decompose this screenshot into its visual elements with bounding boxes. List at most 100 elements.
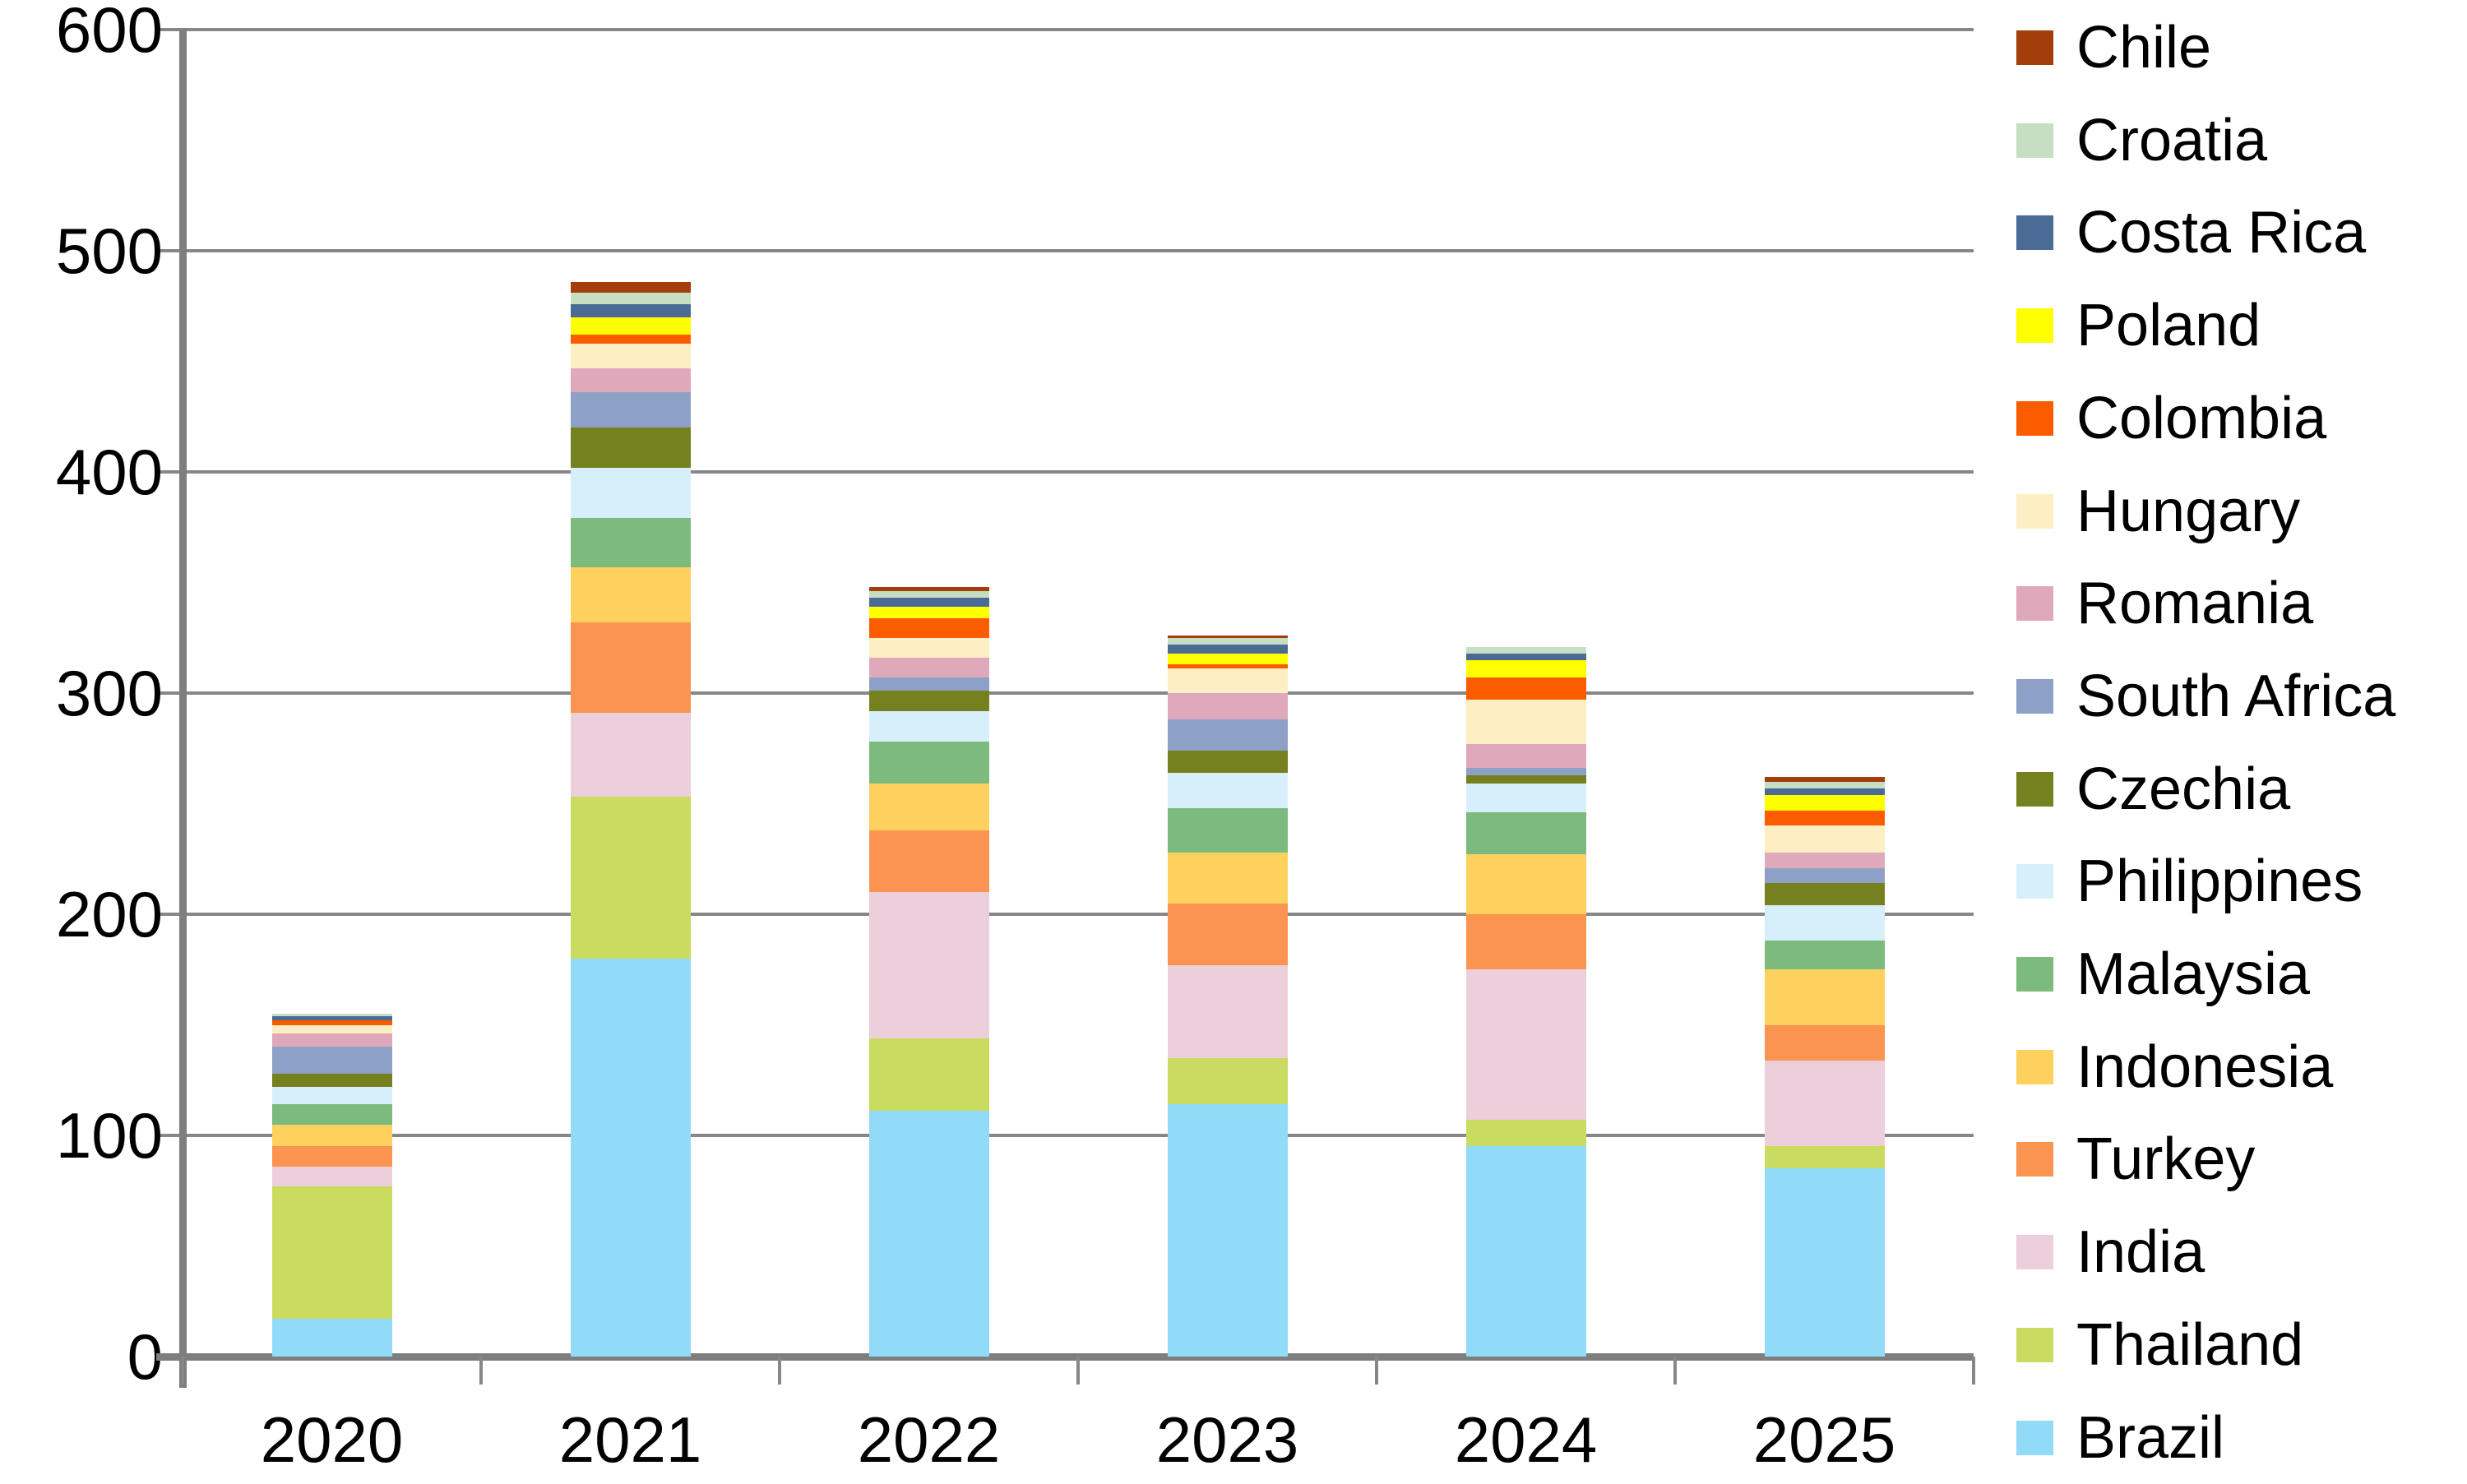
- legend-swatch-romania: [2016, 586, 2053, 621]
- legend-label-south-africa: South Africa: [2076, 663, 2396, 729]
- bar-segment-2020-czechia: [272, 1074, 392, 1087]
- bar-segment-2025-costa-rica: [1765, 788, 1885, 795]
- x-axis-tick-4: [1375, 1357, 1378, 1385]
- x-axis-tick-2: [778, 1357, 781, 1385]
- y-axis-tick-400: [158, 470, 183, 474]
- legend-swatch-turkey: [2016, 1142, 2053, 1177]
- legend-label-india: India: [2076, 1219, 2205, 1285]
- bar-segment-2021-south-africa: [571, 392, 691, 428]
- y-axis-tick-300: [158, 691, 183, 695]
- legend-swatch-colombia: [2016, 401, 2053, 436]
- legend-label-hungary: Hungary: [2076, 478, 2301, 544]
- bar-segment-2023-costa-rica: [1168, 645, 1288, 654]
- bar-segment-2023-colombia: [1168, 664, 1288, 668]
- bar-segment-2022-croatia: [869, 591, 989, 598]
- legend-label-costa-rica: Costa Rica: [2076, 200, 2367, 266]
- y-axis-tick-100: [158, 1134, 183, 1137]
- bar-segment-2021-czechia: [571, 428, 691, 468]
- bar-segment-2025-croatia: [1765, 782, 1885, 788]
- bar-segment-2023-brazil: [1168, 1104, 1288, 1357]
- x-axis-tick-6: [1972, 1357, 1975, 1385]
- x-axis-tick-0: [181, 1357, 184, 1385]
- legend-item-romania: Romania: [2016, 557, 2313, 650]
- bar-segment-2025-south-africa: [1765, 868, 1885, 883]
- bar-segment-2025-brazil: [1765, 1168, 1885, 1357]
- bar-segment-2025-chile: [1765, 777, 1885, 782]
- bar-segment-2020-indonesia: [272, 1125, 392, 1146]
- legend-item-turkey: Turkey: [2016, 1113, 2255, 1205]
- bar-segment-2025-poland: [1765, 795, 1885, 811]
- bar-segment-2020-turkey: [272, 1146, 392, 1167]
- bar-segment-2022-czechia: [869, 691, 989, 711]
- x-axis-label-2023: 2023: [1155, 1403, 1299, 1476]
- bar-segment-2022-south-africa: [869, 677, 989, 691]
- legend-swatch-india: [2016, 1235, 2053, 1269]
- legend: Chile Croatia Costa Rica Poland Colombia Hung…: [2015, 0, 2467, 1480]
- legend-label-malaysia: Malaysia: [2076, 941, 2311, 1007]
- bar-segment-2025-czechia: [1765, 883, 1885, 905]
- gridline-200: [183, 913, 1974, 916]
- bar-segment-2024-czechia: [1466, 775, 1586, 784]
- bar-segment-2024-turkey: [1466, 914, 1586, 969]
- bar-segment-2022-hungary: [869, 638, 989, 658]
- bar-segment-2021-chile: [571, 282, 691, 293]
- bar-segment-2021-romania: [571, 368, 691, 392]
- gridline-100: [183, 1134, 1974, 1137]
- bar-segment-2022-turkey: [869, 830, 989, 892]
- bar-segment-2023-india: [1168, 965, 1288, 1058]
- legend-label-philippines: Philippines: [2076, 848, 2363, 914]
- legend-swatch-croatia: [2016, 123, 2053, 158]
- bar-segment-2023-philippines: [1168, 773, 1288, 808]
- bar-segment-2022-chile: [869, 587, 989, 591]
- y-axis-line: [179, 30, 187, 1388]
- legend-item-hungary: Hungary: [2016, 465, 2300, 557]
- legend-item-colombia: Colombia: [2016, 372, 2326, 465]
- legend-swatch-costa-rica: [2016, 215, 2053, 250]
- bar-segment-2025-philippines: [1765, 905, 1885, 941]
- legend-item-malaysia: Malaysia: [2016, 928, 2310, 1020]
- legend-label-poland: Poland: [2076, 293, 2261, 358]
- legend-swatch-poland: [2016, 308, 2053, 343]
- legend-label-czechia: Czechia: [2076, 756, 2291, 822]
- y-axis-label-0: 0: [127, 1320, 163, 1393]
- legend-item-costa-rica: Costa Rica: [2016, 187, 2366, 279]
- bar-segment-2024-brazil: [1466, 1146, 1586, 1357]
- bar-segment-2023-thailand: [1168, 1058, 1288, 1104]
- gridline-600: [183, 28, 1974, 31]
- legend-swatch-indonesia: [2016, 1050, 2053, 1084]
- legend-swatch-brazil: [2016, 1421, 2053, 1455]
- bar-segment-2021-philippines: [571, 468, 691, 518]
- legend-item-chile: Chile: [2016, 2, 2211, 94]
- x-axis-tick-1: [479, 1357, 483, 1385]
- bar-segment-2022-malaysia: [869, 742, 989, 784]
- y-axis-tick-200: [158, 913, 183, 916]
- gridline-500: [183, 249, 1974, 252]
- legend-swatch-czechia: [2016, 772, 2053, 807]
- bar-segment-2023-hungary: [1168, 668, 1288, 693]
- legend-label-thailand: Thailand: [2076, 1312, 2304, 1378]
- legend-swatch-chile: [2016, 30, 2053, 65]
- bar-segment-2023-romania: [1168, 693, 1288, 719]
- bar-segment-2024-romania: [1466, 744, 1586, 768]
- bar-segment-2023-czechia: [1168, 751, 1288, 773]
- bar-segment-2020-south-africa: [272, 1047, 392, 1074]
- x-axis-label-2021: 2021: [558, 1403, 702, 1476]
- bar-segment-2024-india: [1466, 969, 1586, 1120]
- bar-segment-2021-costa-rica: [571, 304, 691, 317]
- bar-segment-2024-malaysia: [1466, 812, 1586, 854]
- bar-segment-2023-poland: [1168, 654, 1288, 664]
- y-axis-label-600: 600: [55, 0, 163, 66]
- bar-segment-2024-south-africa: [1466, 768, 1586, 775]
- bar-segment-2020-hungary: [272, 1025, 392, 1033]
- bar-segment-2025-turkey: [1765, 1025, 1885, 1061]
- bar-segment-2024-hungary: [1466, 700, 1586, 744]
- bar-segment-2025-colombia: [1765, 811, 1885, 825]
- x-axis-tick-5: [1673, 1357, 1677, 1385]
- bar-segment-2023-indonesia: [1168, 853, 1288, 904]
- bar-segment-2021-hungary: [571, 344, 691, 368]
- x-axis-label-2025: 2025: [1752, 1403, 1896, 1476]
- bar-segment-2022-brazil: [869, 1111, 989, 1357]
- legend-item-indonesia: Indonesia: [2016, 1021, 2333, 1113]
